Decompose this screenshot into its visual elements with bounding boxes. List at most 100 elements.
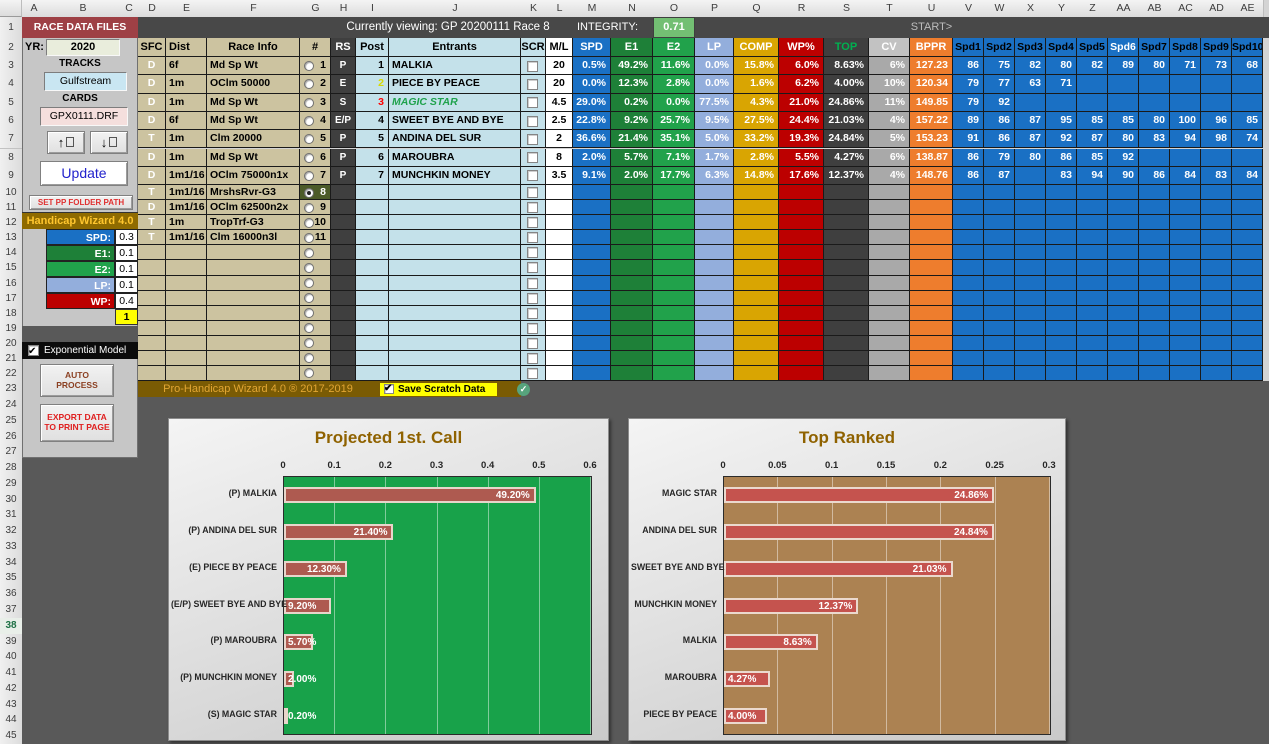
scratch-cell[interactable] — [521, 130, 546, 149]
row-header-45[interactable]: 45 — [0, 728, 23, 744]
update-button[interactable]: Update — [40, 161, 128, 186]
column-header-L[interactable]: L — [546, 0, 574, 18]
column-header-Y[interactable]: Y — [1046, 0, 1078, 18]
race-radio[interactable] — [304, 79, 314, 90]
scratch-checkbox[interactable] — [527, 133, 538, 145]
morning-line-cell[interactable] — [546, 260, 573, 276]
column-header-P[interactable]: P — [695, 0, 735, 18]
race-radio[interactable] — [304, 247, 314, 258]
scratch-cell[interactable] — [521, 350, 546, 366]
scratch-checkbox[interactable] — [527, 307, 538, 319]
column-header-C[interactable]: C — [120, 0, 139, 18]
race-select-cell[interactable]: 8 — [300, 185, 331, 201]
tracks-select[interactable]: Gulfstream — [44, 72, 127, 91]
race-select-cell[interactable]: 6 — [300, 148, 331, 167]
morning-line-cell[interactable] — [546, 305, 573, 321]
row-header-23[interactable]: 23 — [0, 381, 23, 398]
row-header-28[interactable]: 28 — [0, 460, 23, 477]
column-header-AE[interactable]: AE — [1232, 0, 1264, 18]
scratch-cell[interactable] — [521, 111, 546, 131]
row-header-42[interactable]: 42 — [0, 680, 23, 698]
export-data-button[interactable]: EXPORT DATA TO PRINT PAGE — [40, 404, 114, 442]
race-select-cell[interactable]: 10 — [300, 215, 331, 231]
column-header-I[interactable]: I — [356, 0, 390, 18]
scratch-cell[interactable] — [521, 305, 546, 321]
race-radio[interactable] — [304, 278, 314, 289]
column-header-AA[interactable]: AA — [1108, 0, 1140, 18]
column-header-J[interactable]: J — [389, 0, 522, 18]
exponential-model-toggle[interactable]: Exponential Model — [22, 342, 138, 360]
column-header-AB[interactable]: AB — [1139, 0, 1171, 18]
race-radio[interactable] — [304, 116, 314, 127]
race-select-cell[interactable]: 9 — [300, 200, 331, 216]
race-radio[interactable] — [304, 134, 314, 145]
column-header-B[interactable]: B — [46, 0, 121, 18]
row-header-35[interactable]: 35 — [0, 570, 23, 588]
column-header-A[interactable]: A — [22, 0, 47, 18]
race-select-cell[interactable]: 2 — [300, 75, 331, 94]
scratch-checkbox[interactable] — [527, 322, 538, 334]
scratch-checkbox[interactable] — [527, 217, 538, 229]
morning-line-cell[interactable]: 3.5 — [546, 166, 573, 186]
race-select-cell[interactable]: 4 — [300, 111, 331, 131]
race-radio[interactable] — [304, 262, 314, 273]
scratch-cell[interactable] — [521, 290, 546, 306]
scratch-cell[interactable] — [521, 75, 546, 94]
scratch-cell[interactable] — [521, 260, 546, 276]
scratch-checkbox[interactable] — [527, 202, 538, 214]
row-header-38[interactable]: 38 — [0, 617, 24, 635]
scratch-cell[interactable] — [521, 335, 546, 351]
morning-line-cell[interactable]: 8 — [546, 148, 573, 167]
column-header-F[interactable]: F — [207, 0, 301, 18]
row-header-21[interactable]: 21 — [0, 350, 23, 367]
row-header-31[interactable]: 31 — [0, 507, 23, 525]
row-header-16[interactable]: 16 — [0, 275, 23, 292]
row-header-41[interactable]: 41 — [0, 665, 23, 682]
race-radio[interactable] — [304, 293, 314, 304]
row-header-34[interactable]: 34 — [0, 554, 23, 572]
morning-line-cell[interactable]: 2 — [546, 130, 573, 149]
column-header-W[interactable]: W — [984, 0, 1016, 18]
race-select-cell[interactable] — [300, 290, 331, 306]
race-radio[interactable] — [304, 202, 314, 213]
race-radio[interactable] — [304, 61, 314, 72]
morning-line-cell[interactable]: 2.5 — [546, 111, 573, 131]
column-header-Q[interactable]: Q — [734, 0, 780, 18]
row-header-1[interactable]: 1 — [0, 17, 23, 39]
morning-line-cell[interactable] — [546, 350, 573, 366]
scratch-checkbox[interactable] — [527, 170, 538, 182]
morning-line-cell[interactable] — [546, 365, 573, 381]
row-header-15[interactable]: 15 — [0, 260, 23, 277]
column-header-R[interactable]: R — [779, 0, 825, 18]
row-header-3[interactable]: 3 — [0, 57, 23, 77]
column-header-Z[interactable]: Z — [1077, 0, 1109, 18]
race-select-cell[interactable] — [300, 305, 331, 321]
scratch-cell[interactable] — [521, 215, 546, 231]
race-radio[interactable] — [304, 338, 314, 349]
row-header-12[interactable]: 12 — [0, 215, 23, 232]
scratch-cell[interactable] — [521, 275, 546, 291]
column-header-AD[interactable]: AD — [1201, 0, 1233, 18]
row-header-9[interactable]: 9 — [0, 166, 23, 187]
race-radio[interactable] — [304, 152, 314, 163]
scratch-checkbox[interactable] — [527, 187, 538, 199]
scratch-cell[interactable] — [521, 245, 546, 261]
weight-value-e2[interactable]: 0.1 — [115, 261, 138, 277]
morning-line-cell[interactable] — [546, 245, 573, 261]
column-header-V[interactable]: V — [953, 0, 985, 18]
scratch-checkbox[interactable] — [527, 337, 538, 349]
scratch-checkbox[interactable] — [527, 352, 538, 364]
row-header-4[interactable]: 4 — [0, 75, 23, 95]
cards-select[interactable]: GPX0111.DRF — [40, 107, 128, 126]
column-header-AC[interactable]: AC — [1170, 0, 1202, 18]
column-header-O[interactable]: O — [653, 0, 696, 18]
year-input[interactable]: 2020 — [46, 39, 120, 56]
scratch-checkbox[interactable] — [527, 367, 538, 379]
race-radio[interactable] — [304, 232, 314, 243]
save-scratch-toggle[interactable]: Save Scratch Data — [380, 382, 497, 396]
column-header-X[interactable]: X — [1015, 0, 1047, 18]
morning-line-cell[interactable] — [546, 335, 573, 351]
scratch-cell[interactable] — [521, 230, 546, 246]
scratch-checkbox[interactable] — [527, 60, 538, 72]
row-header-37[interactable]: 37 — [0, 602, 23, 619]
